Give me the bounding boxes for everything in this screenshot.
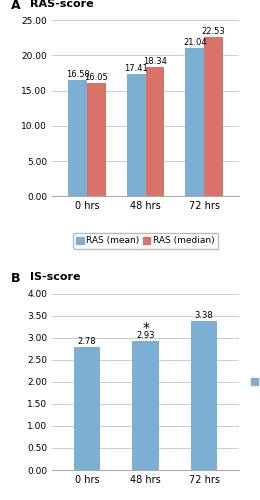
Legend: IS: IS — [248, 374, 260, 390]
Bar — [87, 83, 106, 196]
Text: 16.05: 16.05 — [84, 73, 108, 82]
Text: 22.53: 22.53 — [202, 28, 225, 36]
Text: *: * — [142, 321, 149, 335]
Bar — [68, 80, 87, 196]
Bar — [185, 48, 204, 197]
Text: B: B — [11, 272, 20, 285]
Bar — [132, 340, 159, 470]
Text: IS-score: IS-score — [30, 272, 80, 282]
Text: A: A — [11, 0, 21, 12]
Text: 2.78: 2.78 — [78, 337, 96, 346]
Bar — [204, 38, 223, 196]
Text: 16.50: 16.50 — [66, 70, 90, 79]
Text: RAS-score: RAS-score — [30, 0, 93, 9]
Bar — [127, 74, 146, 196]
Legend: RAS (mean), RAS (median): RAS (mean), RAS (median) — [73, 232, 218, 249]
Text: 17.41: 17.41 — [124, 64, 148, 72]
Text: 2.93: 2.93 — [136, 330, 155, 340]
Text: 18.34: 18.34 — [143, 57, 167, 66]
Bar — [146, 67, 164, 196]
Bar — [191, 321, 217, 470]
Text: 3.38: 3.38 — [195, 311, 213, 320]
Text: 21.04: 21.04 — [183, 38, 206, 47]
Bar — [74, 348, 100, 470]
